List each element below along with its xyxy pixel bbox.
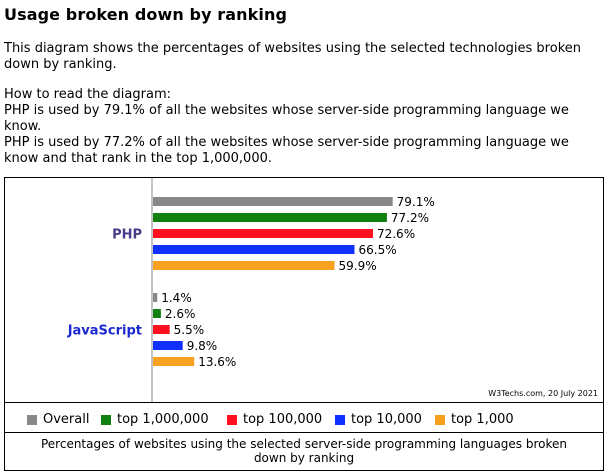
data-label-javascript-0: 1.4% — [161, 291, 192, 305]
legend-swatch — [227, 414, 237, 425]
legend-swatch — [27, 414, 37, 425]
bar-javascript-0 — [153, 293, 158, 302]
data-label-javascript-3: 9.8% — [187, 339, 218, 353]
bar-php-3 — [153, 245, 355, 254]
legend-swatch — [435, 414, 445, 425]
bar-javascript-1 — [153, 309, 161, 318]
legend-label: top 10,000 — [351, 412, 422, 427]
section-heading: Usage broken down by ranking — [4, 5, 288, 24]
bar-php-2 — [153, 229, 373, 238]
data-label-javascript-4: 13.6% — [198, 355, 236, 369]
how-to-read-line-1: PHP is used by 79.1% of all the websites… — [4, 103, 569, 134]
legend-item: top 1,000 — [435, 412, 514, 427]
legend-swatch — [335, 414, 345, 425]
intro-text: This diagram shows the percentages of we… — [4, 41, 581, 72]
legend-item: top 100,000 — [227, 412, 322, 427]
data-label-php-3: 66.5% — [358, 243, 396, 257]
bar-javascript-3 — [153, 341, 183, 350]
how-to-read-line-2: PHP is used by 77.2% of all the websites… — [4, 135, 569, 166]
chart-credit: W3Techs.com, 20 July 2021 — [488, 389, 598, 398]
bar-php-4 — [153, 261, 335, 270]
legend-label: Overall — [43, 412, 90, 427]
chart-container: PHP 79.1% 77.2% 72.6% 66.5% 59.9% JavaScript 1.… — [4, 177, 604, 433]
how-to-read: How to read the diagram: PHP is used by … — [4, 87, 604, 167]
how-to-read-title: How to read the diagram: — [4, 87, 171, 102]
legend-label: top 100,000 — [243, 412, 323, 427]
legend-swatch — [101, 414, 111, 425]
chart-caption: Percentages of websites using the select… — [4, 433, 604, 471]
legend-label: top 1,000 — [451, 412, 514, 427]
bar-php-0 — [153, 197, 393, 206]
chart-legend: Overall top 1,000,000 top 100,000 top 10,00… — [5, 402, 603, 434]
legend-item: Overall — [27, 412, 89, 427]
bar-chart: PHP 79.1% 77.2% 72.6% 66.5% 59.9% JavaScript 1.… — [67, 178, 435, 402]
data-label-php-0: 79.1% — [397, 195, 435, 209]
legend-item: top 10,000 — [335, 412, 422, 427]
data-label-php-4: 59.9% — [338, 259, 376, 273]
legend-item: top 1,000,000 — [101, 412, 209, 427]
bar-php-1 — [153, 213, 387, 222]
data-label-php-1: 77.2% — [391, 211, 429, 225]
data-label-javascript-1: 2.6% — [165, 307, 196, 321]
category-label-php: PHP — [112, 228, 142, 243]
bar-javascript-4 — [153, 357, 195, 366]
category-label-javascript: JavaScript — [67, 324, 142, 339]
legend-label: top 1,000,000 — [117, 412, 209, 427]
data-label-javascript-2: 5.5% — [174, 323, 205, 337]
data-label-php-2: 72.6% — [377, 227, 415, 241]
bar-javascript-2 — [153, 325, 170, 334]
